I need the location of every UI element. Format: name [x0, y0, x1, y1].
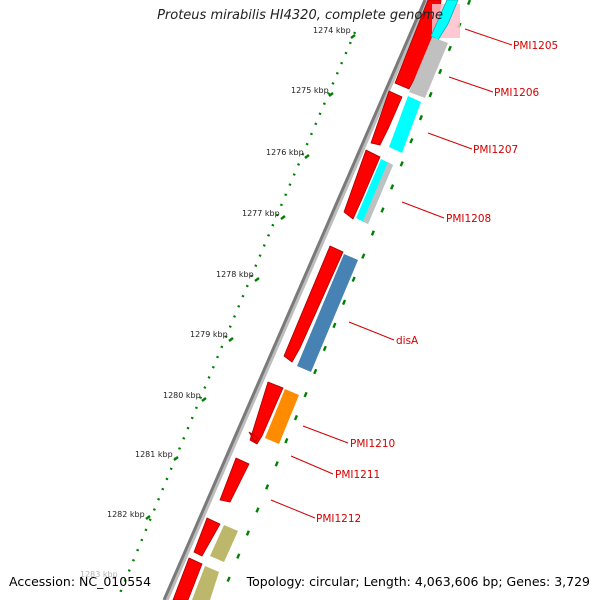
scale-tick — [280, 215, 286, 220]
gene-labels: PMI1205 PMI1206 PMI1207 PMI1208 disA PMI… — [316, 40, 558, 525]
leader-line — [290, 455, 334, 475]
accession-text: Accession: NC_010554 — [9, 574, 152, 589]
map-title: Proteus mirabilis HI4320, complete genom… — [157, 8, 443, 23]
gene-label-pmi1207[interactable]: PMI1207 — [473, 144, 518, 156]
cds-arrow[interactable] — [249, 381, 284, 445]
other-features — [192, 0, 460, 600]
scale-tick — [328, 92, 334, 97]
gene-label-disa[interactable]: disA — [396, 335, 419, 347]
feature-orange[interactable] — [265, 389, 299, 444]
scale-tick — [254, 277, 260, 282]
cds-arrow[interactable] — [370, 90, 403, 146]
cds-arrow[interactable] — [283, 245, 344, 363]
cds-arrow[interactable] — [219, 457, 250, 503]
cds-arrow[interactable] — [343, 149, 381, 220]
scale-tick — [145, 515, 151, 520]
scale-tick — [173, 456, 179, 461]
tick-label-1276: 1276 kbp — [266, 148, 304, 157]
scale-tick — [201, 397, 207, 402]
scale-tick — [304, 154, 310, 159]
outer-dashed-ring — [218, 0, 472, 600]
genome-summary-text: Topology: circular; Length: 4,063,606 bp… — [246, 574, 590, 589]
tick-label-1279: 1279 kbp — [190, 330, 228, 339]
gene-label-pmi1211[interactable]: PMI1211 — [335, 469, 380, 481]
scale-tick — [350, 34, 356, 39]
gene-label-pmi1206[interactable]: PMI1206 — [494, 87, 540, 99]
leader-line — [302, 425, 349, 444]
leader-line — [401, 201, 445, 219]
feature-olive[interactable] — [210, 525, 238, 562]
scale-ticks — [145, 34, 356, 520]
cds-arrow[interactable] — [172, 557, 203, 600]
leader-line — [448, 76, 494, 93]
feature-cyan[interactable] — [430, 0, 459, 41]
cds-features — [172, 0, 442, 600]
tick-label-1278: 1278 kbp — [216, 270, 254, 279]
cds-arrow[interactable] — [248, 431, 259, 443]
tick-label-1282: 1282 kbp — [107, 510, 145, 519]
gene-label-pmi1212[interactable]: PMI1212 — [316, 513, 361, 525]
tick-label-1281: 1281 kbp — [135, 450, 173, 459]
backbone — [162, 0, 427, 600]
gene-label-pmi1208[interactable]: PMI1208 — [446, 213, 491, 225]
backbone-shadow — [163, 0, 430, 600]
label-leaders — [270, 28, 513, 519]
feature-grey[interactable] — [409, 37, 448, 98]
feature-cyan[interactable] — [389, 96, 421, 153]
feature-blue[interactable] — [297, 254, 358, 372]
leader-line — [427, 132, 473, 150]
scale-tick-labels: 1274 kbp 1275 kbp 1276 kbp 1277 kbp 1278… — [80, 26, 351, 579]
scale-tick — [228, 337, 234, 342]
tick-label-1277: 1277 kbp — [242, 209, 280, 218]
tick-label-1280: 1280 kbp — [163, 391, 201, 400]
leader-line — [464, 28, 513, 46]
leader-line — [270, 499, 316, 519]
cds-arrow[interactable] — [193, 517, 221, 557]
gene-label-pmi1205[interactable]: PMI1205 — [513, 40, 558, 52]
leader-line — [348, 321, 395, 341]
tick-label-1274: 1274 kbp — [313, 26, 351, 35]
feature-grey-strip — [363, 162, 393, 224]
feature-olive[interactable] — [192, 566, 219, 600]
tick-label-1275: 1275 kbp — [291, 86, 329, 95]
gene-label-pmi1210[interactable]: PMI1210 — [350, 438, 395, 450]
tick-label-1283: 1283 kbp — [80, 570, 118, 579]
